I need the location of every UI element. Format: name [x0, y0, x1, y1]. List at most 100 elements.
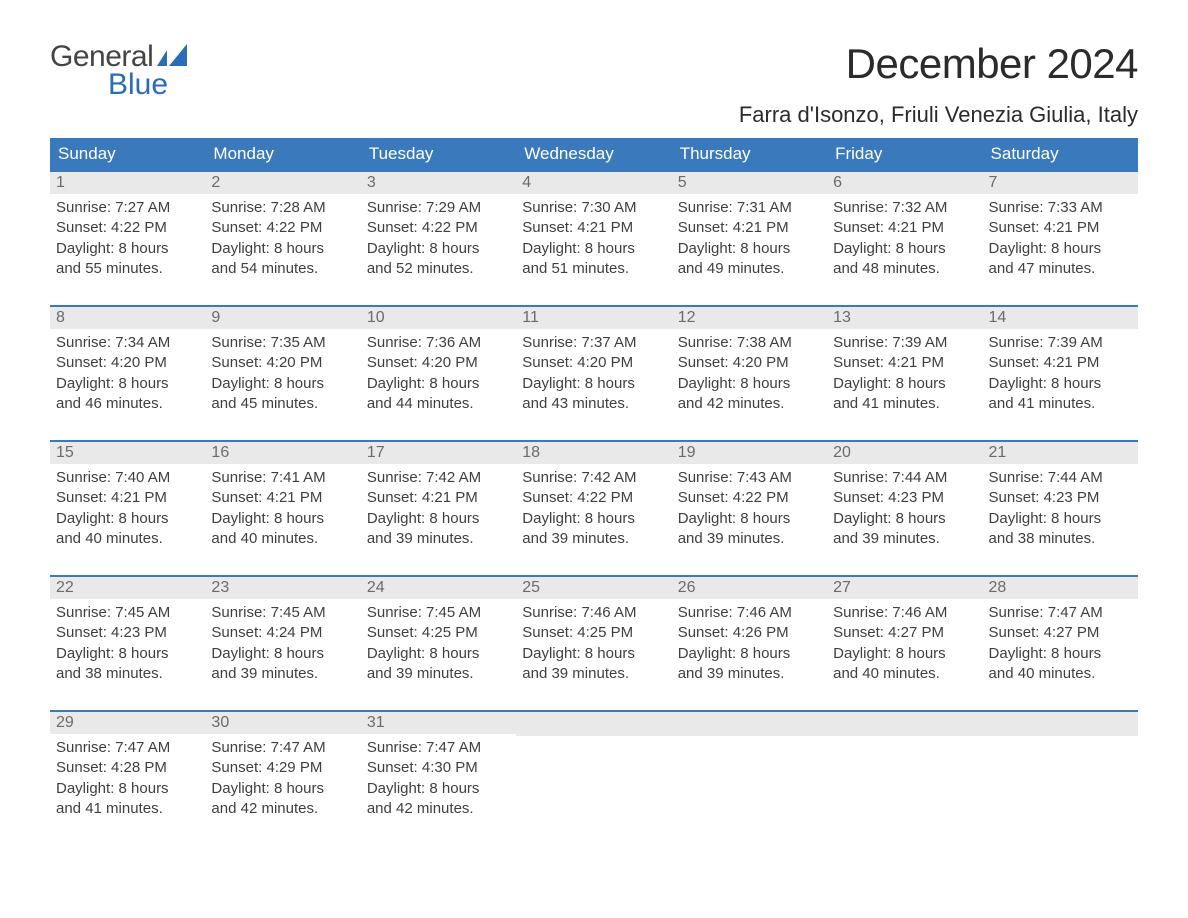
day-details: Sunrise: 7:30 AMSunset: 4:21 PMDaylight:…: [516, 194, 671, 305]
calendar-week-row: 22Sunrise: 7:45 AMSunset: 4:23 PMDayligh…: [50, 576, 1138, 711]
sunset-line: Sunset: 4:29 PM: [211, 758, 354, 778]
calendar-day-cell: 22Sunrise: 7:45 AMSunset: 4:23 PMDayligh…: [50, 576, 205, 711]
page-header: General Blue December 2024 Farra d'Isonz…: [50, 40, 1138, 128]
calendar-day-cell: 7Sunrise: 7:33 AMSunset: 4:21 PMDaylight…: [983, 171, 1138, 306]
sunrise-line: Sunrise: 7:35 AM: [211, 333, 354, 353]
calendar-day-cell: 21 Sunrise: 7:44 AMSunset: 4:23 PMDayligh…: [983, 441, 1138, 576]
daylight-line-1: Daylight: 8 hours: [678, 239, 821, 259]
daylight-line-1: Daylight: 8 hours: [367, 509, 510, 529]
calendar-day-cell: 6Sunrise: 7:32 AMSunset: 4:21 PMDaylight…: [827, 171, 982, 306]
calendar-day-cell: 16Sunrise: 7:41 AMSunset: 4:21 PMDayligh…: [205, 441, 360, 576]
day-number: 25: [516, 577, 671, 599]
sunrise-line: Sunrise: 7:42 AM: [367, 468, 510, 488]
sunset-line: Sunset: 4:21 PM: [56, 488, 199, 508]
daylight-line-2: and 45 minutes.: [211, 394, 354, 414]
day-details: Sunrise: 7:44 AMSunset: 4:23 PMDaylight:…: [827, 464, 982, 575]
day-number: 7: [983, 172, 1138, 194]
day-number: 31: [361, 712, 516, 734]
daylight-line-1: Daylight: 8 hours: [56, 779, 199, 799]
sunset-line: Sunset: 4:21 PM: [211, 488, 354, 508]
logo-text-bottom: Blue: [50, 68, 187, 102]
day-details: Sunrise: 7:46 AMSunset: 4:25 PMDaylight:…: [516, 599, 671, 710]
daylight-line-2: and 38 minutes.: [56, 664, 199, 684]
calendar-day-cell: 26Sunrise: 7:46 AMSunset: 4:26 PMDayligh…: [672, 576, 827, 711]
sunrise-line: Sunrise: 7:47 AM: [56, 738, 199, 758]
daylight-line-2: and 52 minutes.: [367, 259, 510, 279]
sunrise-line: Sunrise: 7:38 AM: [678, 333, 821, 353]
day-number: 17: [361, 442, 516, 464]
day-details: Sunrise: 7:39 AMSunset: 4:21 PMDaylight:…: [983, 329, 1138, 440]
day-number: 14: [983, 307, 1138, 329]
day-details: Sunrise: 7:36 AMSunset: 4:20 PMDaylight:…: [361, 329, 516, 440]
daylight-line-1: Daylight: 8 hours: [56, 374, 199, 394]
calendar-day-cell: 15Sunrise: 7:40 AMSunset: 4:21 PMDayligh…: [50, 441, 205, 576]
sunrise-line: Sunrise: 7:40 AM: [56, 468, 199, 488]
daylight-line-2: and 43 minutes.: [522, 394, 665, 414]
daylight-line-1: Daylight: 8 hours: [367, 644, 510, 664]
daylight-line-1: Daylight: 8 hours: [989, 239, 1132, 259]
day-number: 10: [361, 307, 516, 329]
daylight-line-1: Daylight: 8 hours: [211, 779, 354, 799]
day-number: 11: [516, 307, 671, 329]
sunset-line: Sunset: 4:20 PM: [522, 353, 665, 373]
day-details: Sunrise: 7:47 AMSunset: 4:29 PMDaylight:…: [205, 734, 360, 845]
daylight-line-2: and 39 minutes.: [211, 664, 354, 684]
calendar-day-cell: 24Sunrise: 7:45 AMSunset: 4:25 PMDayligh…: [361, 576, 516, 711]
sunset-line: Sunset: 4:21 PM: [833, 353, 976, 373]
day-details: Sunrise: 7:31 AMSunset: 4:21 PMDaylight:…: [672, 194, 827, 305]
day-number: 4: [516, 172, 671, 194]
day-number: 28: [983, 577, 1138, 599]
sunset-line: Sunset: 4:20 PM: [678, 353, 821, 373]
sunrise-line: Sunrise: 7:43 AM: [678, 468, 821, 488]
calendar-day-cell: 11Sunrise: 7:37 AMSunset: 4:20 PMDayligh…: [516, 306, 671, 441]
daylight-line-1: Daylight: 8 hours: [522, 644, 665, 664]
day-details: Sunrise: 7:40 AMSunset: 4:21 PMDaylight:…: [50, 464, 205, 575]
sunset-line: Sunset: 4:23 PM: [989, 488, 1132, 508]
sunset-line: Sunset: 4:27 PM: [989, 623, 1132, 643]
sunset-line: Sunset: 4:22 PM: [56, 218, 199, 238]
day-details: Sunrise: 7:43 AMSunset: 4:22 PMDaylight:…: [672, 464, 827, 575]
sunset-line: Sunset: 4:20 PM: [56, 353, 199, 373]
day-details: Sunrise: 7:39 AMSunset: 4:21 PMDaylight:…: [827, 329, 982, 440]
daylight-line-1: Daylight: 8 hours: [522, 239, 665, 259]
sunset-line: Sunset: 4:24 PM: [211, 623, 354, 643]
sunset-line: Sunset: 4:23 PM: [833, 488, 976, 508]
sunrise-line: Sunrise: 7:30 AM: [522, 198, 665, 218]
daylight-line-2: and 38 minutes.: [989, 529, 1132, 549]
calendar-day-cell: 13Sunrise: 7:39 AMSunset: 4:21 PMDayligh…: [827, 306, 982, 441]
daylight-line-2: and 48 minutes.: [833, 259, 976, 279]
calendar-day-cell: 17Sunrise: 7:42 AMSunset: 4:21 PMDayligh…: [361, 441, 516, 576]
sunrise-line: Sunrise: 7:28 AM: [211, 198, 354, 218]
daylight-line-2: and 40 minutes.: [211, 529, 354, 549]
calendar-day-cell: 2Sunrise: 7:28 AMSunset: 4:22 PMDaylight…: [205, 171, 360, 306]
calendar-day-cell: [827, 711, 982, 845]
day-number: 21: [983, 442, 1138, 464]
sunrise-line: Sunrise: 7:39 AM: [833, 333, 976, 353]
sunrise-line: Sunrise: 7:32 AM: [833, 198, 976, 218]
day-number: 19: [672, 442, 827, 464]
daylight-line-2: and 42 minutes.: [211, 799, 354, 819]
calendar-week-row: 29Sunrise: 7:47 AMSunset: 4:28 PMDayligh…: [50, 711, 1138, 845]
sunset-line: Sunset: 4:25 PM: [522, 623, 665, 643]
day-details: Sunrise: 7:27 AMSunset: 4:22 PMDaylight:…: [50, 194, 205, 305]
title-block: December 2024 Farra d'Isonzo, Friuli Ven…: [739, 40, 1138, 128]
sunrise-line: Sunrise: 7:46 AM: [678, 603, 821, 623]
daylight-line-1: Daylight: 8 hours: [522, 374, 665, 394]
sunrise-line: Sunrise: 7:47 AM: [367, 738, 510, 758]
day-of-week-header: Saturday: [983, 138, 1138, 171]
calendar-day-cell: 3Sunrise: 7:29 AMSunset: 4:22 PMDaylight…: [361, 171, 516, 306]
day-details: Sunrise: 7:29 AMSunset: 4:22 PMDaylight:…: [361, 194, 516, 305]
day-details: Sunrise: 7:47 AMSunset: 4:30 PMDaylight:…: [361, 734, 516, 845]
sunrise-line: Sunrise: 7:44 AM: [989, 468, 1132, 488]
daylight-line-2: and 54 minutes.: [211, 259, 354, 279]
day-details: Sunrise: 7:42 AMSunset: 4:21 PMDaylight:…: [361, 464, 516, 575]
sunrise-line: Sunrise: 7:42 AM: [522, 468, 665, 488]
sunrise-line: Sunrise: 7:41 AM: [211, 468, 354, 488]
day-details: Sunrise: 7:28 AMSunset: 4:22 PMDaylight:…: [205, 194, 360, 305]
calendar-day-cell: 25Sunrise: 7:46 AMSunset: 4:25 PMDayligh…: [516, 576, 671, 711]
day-number: 15: [50, 442, 205, 464]
calendar-day-cell: 4Sunrise: 7:30 AMSunset: 4:21 PMDaylight…: [516, 171, 671, 306]
daylight-line-1: Daylight: 8 hours: [989, 509, 1132, 529]
sunset-line: Sunset: 4:21 PM: [833, 218, 976, 238]
daylight-line-1: Daylight: 8 hours: [211, 644, 354, 664]
